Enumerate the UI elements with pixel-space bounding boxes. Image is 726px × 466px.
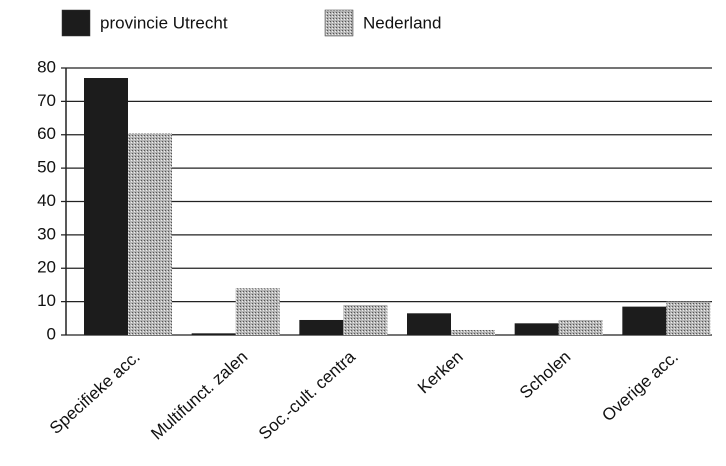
bar (84, 78, 128, 335)
x-tick-label: Specifieke acc. (46, 347, 144, 438)
x-tick-label: Soc.-cult. centra (255, 347, 359, 444)
y-tick-label: 0 (47, 324, 56, 343)
bar (235, 288, 280, 335)
x-tick-label: Kerken (414, 347, 467, 397)
y-tick-label: 40 (37, 191, 56, 210)
bar (514, 323, 559, 335)
x-tick-label: Scholen (516, 347, 574, 402)
legend-label: provincie Utrecht (100, 13, 228, 32)
legend-swatch (324, 9, 354, 37)
y-tick-label: 80 (37, 57, 56, 76)
bar (343, 304, 388, 335)
y-tick-label: 50 (37, 158, 56, 177)
y-tick-label: 10 (37, 291, 56, 310)
bar (622, 306, 667, 335)
y-tick-label: 20 (37, 258, 56, 277)
bar (451, 329, 495, 335)
bar (407, 313, 451, 335)
y-tick-label: 60 (37, 124, 56, 143)
legend-label: Nederland (363, 13, 441, 32)
legend-swatch (61, 9, 91, 37)
x-tick-label: Multifunct. zalen (147, 347, 251, 443)
y-tick-label: 70 (37, 91, 56, 110)
bar (299, 319, 344, 335)
bar (666, 301, 711, 335)
bar (128, 133, 172, 335)
bar (558, 319, 603, 335)
x-tick-label: Overige acc. (598, 347, 682, 425)
y-tick-label: 30 (37, 224, 56, 243)
bar (191, 333, 236, 335)
